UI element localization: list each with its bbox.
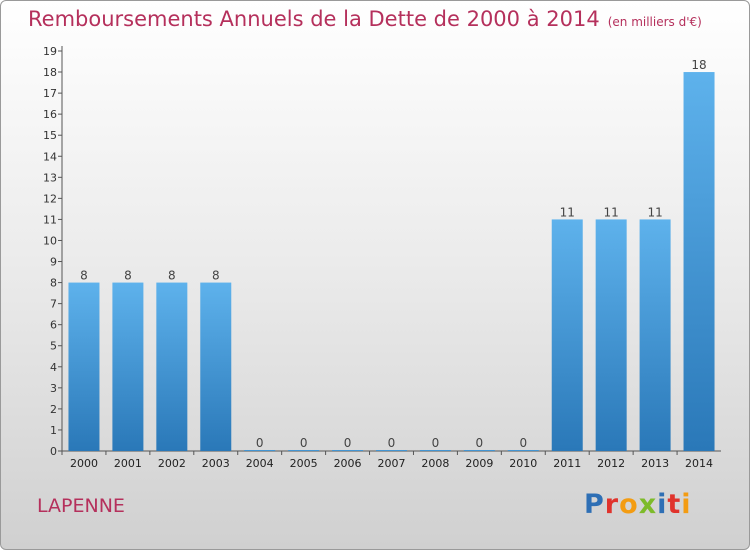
logo-letter: t [667, 489, 682, 520]
data-label: 11 [560, 205, 575, 219]
bar [551, 219, 583, 451]
bar [419, 450, 451, 451]
data-label: 0 [476, 436, 484, 450]
data-label: 0 [300, 436, 308, 450]
data-label: 0 [344, 436, 352, 450]
data-label: 0 [432, 436, 440, 450]
data-label: 0 [388, 436, 396, 450]
x-tick-label: 2014 [685, 457, 713, 470]
logo-letter: o [619, 489, 639, 520]
proxiti-logo: Proxiti [584, 489, 692, 520]
y-tick-label: 4 [50, 361, 57, 374]
place-name: LAPENNE [37, 495, 125, 517]
y-tick-label: 1 [50, 424, 57, 437]
y-tick-label: 18 [43, 66, 57, 79]
y-tick-label: 6 [50, 319, 57, 332]
data-label: 0 [256, 436, 264, 450]
x-tick-label: 2002 [158, 457, 186, 470]
x-tick-label: 2012 [597, 457, 625, 470]
bar [68, 282, 100, 451]
data-label: 18 [691, 58, 706, 72]
bar [595, 219, 627, 451]
chart-subtitle: (en milliers d'€) [607, 15, 702, 29]
data-label: 0 [519, 436, 527, 450]
bar [376, 450, 407, 451]
y-tick-label: 16 [43, 108, 57, 121]
y-tick-label: 9 [50, 256, 57, 269]
bar [332, 450, 364, 451]
logo-letter: x [638, 489, 658, 520]
y-tick-label: 0 [50, 445, 57, 458]
logo-letter: i [681, 489, 692, 520]
logo-letter: P [584, 489, 605, 520]
data-label: 8 [124, 269, 132, 283]
data-label: 8 [80, 269, 88, 283]
y-tick-label: 12 [43, 192, 57, 205]
x-tick-label: 2013 [641, 457, 669, 470]
bar [244, 450, 276, 451]
x-tick-label: 2007 [378, 457, 406, 470]
data-label: 8 [168, 269, 176, 283]
y-tick-label: 19 [43, 45, 57, 58]
y-tick-label: 8 [50, 277, 57, 290]
bar [683, 72, 715, 451]
x-tick-label: 2003 [202, 457, 230, 470]
y-tick-label: 2 [50, 403, 57, 416]
bar [156, 282, 188, 451]
bar [507, 450, 539, 451]
y-tick-label: 11 [43, 213, 57, 226]
bar [112, 282, 144, 451]
bar [288, 450, 320, 451]
x-tick-label: 2010 [509, 457, 537, 470]
x-tick-label: 2006 [334, 457, 362, 470]
x-tick-label: 2004 [246, 457, 274, 470]
x-tick-label: 2009 [465, 457, 493, 470]
logo-letter: r [604, 489, 620, 520]
y-tick-label: 14 [43, 150, 57, 163]
chart-title-text: Remboursements Annuels de la Dette de 20… [28, 7, 600, 31]
data-label: 8 [212, 269, 220, 283]
bar [200, 282, 232, 451]
data-label: 11 [604, 205, 619, 219]
y-tick-label: 10 [43, 234, 57, 247]
x-tick-label: 2001 [114, 457, 142, 470]
y-tick-label: 13 [43, 171, 57, 184]
chart-title: Remboursements Annuels de la Dette de 20… [28, 7, 702, 31]
bar [463, 450, 495, 451]
data-label: 11 [647, 205, 662, 219]
y-tick-label: 5 [50, 340, 57, 353]
logo-letter: i [657, 489, 668, 520]
y-tick-label: 15 [43, 129, 57, 142]
data-labels: 8 8 8 8 0 0 0 0 0 0 0 11 11 11 18 [80, 58, 707, 450]
y-tick-label: 7 [50, 298, 57, 311]
x-tick-label: 2011 [553, 457, 581, 470]
x-tick-label: 2008 [421, 457, 449, 470]
y-tick-label: 3 [50, 382, 57, 395]
y-tick-label: 17 [43, 87, 57, 100]
x-tick-label: 2005 [290, 457, 318, 470]
x-tick-label: 2000 [70, 457, 98, 470]
bar [639, 219, 671, 451]
bars [68, 72, 715, 451]
